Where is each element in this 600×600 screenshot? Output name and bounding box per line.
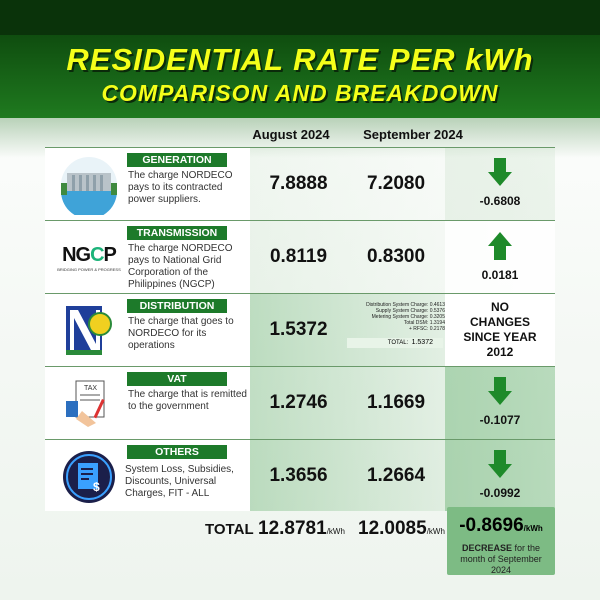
tax-document-icon: TAX	[57, 379, 121, 429]
category-description: The charge NORDECO pays to National Grid…	[128, 243, 233, 290]
change-cell: 0.0181	[445, 221, 555, 293]
change-value: -0.1077	[479, 413, 521, 427]
row-transmission: NGCP BRIDGING POWER & PROGRESS TRANSMISSI…	[45, 220, 555, 293]
breakdown-total: TOTAL: 1.5372	[347, 338, 443, 348]
nordeco-logo	[57, 306, 121, 356]
row-others: $ OTHERS System Loss, Subsidies, Discoun…	[45, 439, 555, 511]
ngcp-logo: NGCP BRIDGING POWER & PROGRESS	[57, 244, 121, 272]
column-august: August 2024	[252, 127, 330, 142]
august-value: 1.2746	[269, 392, 328, 413]
category-description: The charge NORDECO pays to its contracte…	[128, 170, 233, 205]
category-label: OTHERS	[127, 445, 227, 459]
category-description: The charge that goes to NORDECO for its …	[128, 316, 234, 351]
total-label: TOTAL	[205, 521, 254, 538]
title-line-2: COMPARISON AND BREAKDOWN	[101, 80, 499, 106]
total-change-box: -0.8696/kWh DECREASE for the month of Se…	[447, 507, 555, 575]
breakdown-line: Distribution System Charge: 0.4613	[366, 302, 445, 308]
svg-text:$: $	[93, 480, 100, 494]
august-value: 1.3656	[269, 464, 328, 486]
category-description: System Loss, Subsidies, Discounts, Unive…	[125, 464, 234, 499]
total-september: 12.0085/kWh	[358, 518, 445, 539]
breakdown-line: Supply System Charge: 0.5376	[375, 308, 445, 314]
power-plant-icon	[57, 157, 121, 215]
row-generation: GENERATION The charge NORDECO pays to it…	[45, 147, 555, 220]
total-note: DECREASE for the month of September 2024	[460, 543, 542, 575]
bill-icon: $	[57, 451, 121, 503]
change-cell: NO CHANGES SINCE YEAR 2012	[445, 294, 555, 366]
total-august: 12.8781/kWh	[258, 518, 345, 539]
change-cell: -0.1077	[445, 367, 555, 439]
arrow-down-icon	[488, 377, 512, 405]
september-value: 0.8300	[366, 246, 426, 267]
column-september: September 2024	[363, 127, 463, 142]
breakdown-line: + RFSC: 0.2178	[409, 326, 445, 332]
category-label: GENERATION	[127, 153, 227, 167]
change-cell: -0.0992	[445, 440, 555, 511]
total-change: -0.8696/kWh	[459, 515, 543, 536]
category-label: VAT	[127, 372, 227, 386]
september-value: 1.1669	[366, 392, 426, 413]
breakdown-line: Metering System Charge: 0.3205	[371, 314, 445, 320]
arrow-up-icon	[488, 232, 512, 260]
change-value: 0.0181	[481, 268, 519, 282]
arrow-down-icon	[488, 449, 512, 478]
row-vat: TAX VAT The charge that is remitted to t…	[45, 366, 555, 439]
svg-text:TAX: TAX	[84, 385, 97, 392]
category-description: The charge that is remitted to the gover…	[128, 389, 247, 412]
distribution-breakdown: Distribution System Charge: 0.4613 Supply…	[347, 302, 445, 332]
august-value: 0.8119	[269, 246, 328, 267]
september-value: 7.2080	[366, 173, 426, 194]
arrow-down-icon	[488, 158, 512, 186]
change-text: NO CHANGES SINCE YEAR 2012	[463, 300, 537, 359]
breakdown-line: Total DSM: 1.3194	[403, 320, 445, 326]
category-label: DISTRIBUTION	[127, 299, 227, 313]
change-value: -0.6808	[479, 194, 521, 208]
header-banner: RESIDENTIAL RATE PER kWh COMPARISON AND …	[0, 0, 600, 118]
title-line-1: RESIDENTIAL RATE PER kWh	[66, 42, 534, 77]
august-value: 1.5372	[269, 319, 328, 340]
category-label: TRANSMISSION	[127, 226, 227, 240]
september-value: 1.2664	[366, 464, 426, 486]
change-value: -0.0992	[479, 485, 521, 500]
row-distribution: DISTRIBUTION The charge that goes to NOR…	[45, 293, 555, 366]
change-cell: -0.6808	[445, 148, 555, 220]
august-value: 7.8888	[269, 173, 328, 194]
